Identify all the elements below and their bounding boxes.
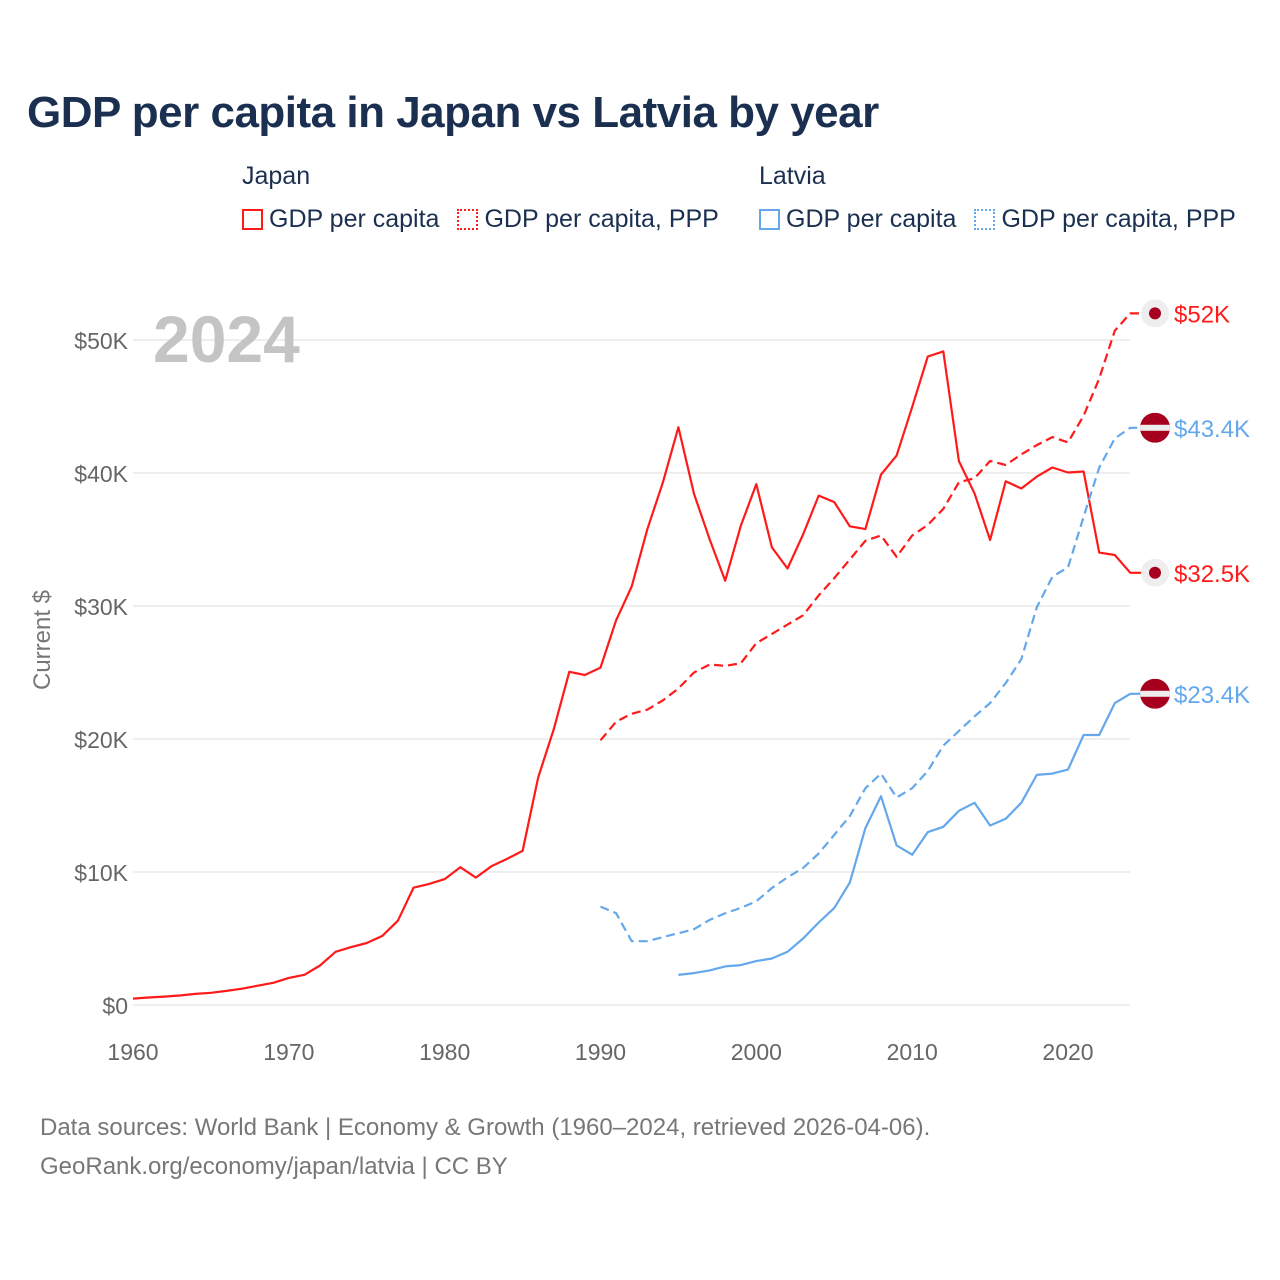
- end-marker: [1141, 299, 1169, 328]
- legend-item-japan-ppp[interactable]: GDP per capita, PPP: [457, 205, 719, 234]
- legend-swatch-dotted: [974, 209, 996, 230]
- footer: Data sources: World Bank | Economy & Gro…: [40, 1108, 930, 1186]
- end-value-label: $52K: [1174, 301, 1230, 328]
- chart-title: GDP per capita in Japan vs Latvia by yea…: [27, 88, 879, 137]
- y-axis-label: Current $: [29, 590, 56, 690]
- year-watermark: 2024: [153, 302, 300, 376]
- x-tick-label: 1980: [419, 1039, 470, 1065]
- end-value-label: $32.5K: [1174, 561, 1250, 588]
- legend-item-latvia-ppp[interactable]: GDP per capita, PPP: [974, 205, 1236, 234]
- latvia-flag-white: [1140, 690, 1170, 697]
- source-note: Data sources: World Bank | Economy & Gro…: [40, 1114, 931, 1141]
- japan-flag-disc: [1149, 566, 1161, 579]
- legend-swatch-solid: [759, 209, 780, 230]
- legend-group-title: Japan: [242, 162, 311, 190]
- x-tick-label: 1990: [575, 1039, 626, 1065]
- legend-item-latvia-gdp[interactable]: GDP per capita: [759, 205, 956, 234]
- latvia-flag-icon: [1140, 678, 1170, 709]
- series-line-japan-gdp-per-capita-ppp: [599, 312, 1151, 742]
- x-tick-label: 2000: [731, 1039, 782, 1065]
- y-tick-label: $10K: [74, 860, 128, 886]
- end-marker: [1140, 678, 1170, 709]
- legend-label: GDP per capita, PPP: [484, 205, 719, 233]
- legend-label: GDP per capita: [269, 205, 440, 233]
- y-tick-label: $30K: [74, 594, 128, 620]
- y-tick-label: $50K: [74, 328, 128, 354]
- end-marker: [1141, 558, 1169, 587]
- y-tick-label: $40K: [74, 461, 128, 487]
- legend-label: GDP per capita: [786, 205, 957, 233]
- legend-group-title: Latvia: [759, 162, 826, 190]
- x-tick-label: 2010: [887, 1039, 938, 1065]
- legend-item-japan-gdp[interactable]: GDP per capita: [242, 205, 439, 234]
- latvia-flag-white: [1140, 424, 1170, 431]
- legend-label: GDP per capita, PPP: [1001, 205, 1236, 233]
- y-tick-label: $0: [102, 993, 128, 1019]
- y-tick-label: $20K: [74, 727, 128, 753]
- legend-swatch-solid: [242, 209, 263, 230]
- source-link[interactable]: GeoRank.org/economy/japan/latvia | CC BY: [40, 1153, 508, 1180]
- x-tick-label: 1970: [263, 1039, 314, 1065]
- x-tick-label: 1960: [107, 1039, 158, 1065]
- end-value-label: $43.4K: [1174, 416, 1250, 443]
- series-line-japan-gdp-per-capita: [132, 350, 1151, 1000]
- latvia-flag-icon: [1140, 412, 1170, 443]
- series-line-latvia-gdp-per-capita: [678, 692, 1151, 976]
- end-value-label: $23.4K: [1174, 682, 1250, 709]
- legend-swatch-dotted: [457, 209, 479, 230]
- japan-flag-disc: [1149, 307, 1161, 320]
- legend-group-japan: Japan GDP per capita GDP per capita, PPP: [242, 162, 719, 234]
- x-tick-label: 2020: [1042, 1039, 1093, 1065]
- series-line-latvia-gdp-per-capita-ppp: [600, 426, 1151, 943]
- end-marker: [1140, 412, 1170, 443]
- legend-group-latvia: Latvia GDP per capita GDP per capita, PP…: [759, 162, 1236, 234]
